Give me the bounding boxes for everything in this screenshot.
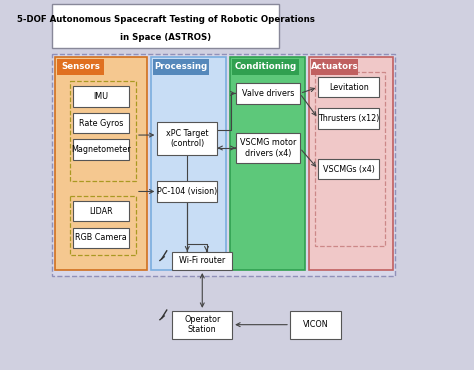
FancyBboxPatch shape bbox=[73, 86, 128, 107]
Text: Rate Gyros: Rate Gyros bbox=[79, 118, 123, 128]
FancyBboxPatch shape bbox=[290, 311, 341, 339]
FancyBboxPatch shape bbox=[173, 311, 232, 339]
Text: Thrusters (x12): Thrusters (x12) bbox=[318, 114, 380, 123]
Text: Processing: Processing bbox=[155, 63, 208, 71]
FancyBboxPatch shape bbox=[73, 113, 128, 133]
Text: IMU: IMU bbox=[93, 92, 109, 101]
FancyBboxPatch shape bbox=[309, 57, 392, 270]
FancyBboxPatch shape bbox=[73, 139, 128, 160]
FancyBboxPatch shape bbox=[157, 122, 217, 155]
FancyBboxPatch shape bbox=[73, 201, 128, 221]
Text: xPC Target
(control): xPC Target (control) bbox=[166, 129, 209, 148]
Text: Magnetometer: Magnetometer bbox=[71, 145, 131, 154]
FancyBboxPatch shape bbox=[151, 57, 226, 270]
FancyBboxPatch shape bbox=[318, 77, 379, 97]
Text: Wi-Fi router: Wi-Fi router bbox=[179, 256, 226, 265]
FancyBboxPatch shape bbox=[153, 59, 209, 75]
FancyBboxPatch shape bbox=[230, 57, 305, 270]
FancyBboxPatch shape bbox=[157, 181, 217, 202]
FancyBboxPatch shape bbox=[53, 4, 279, 48]
FancyBboxPatch shape bbox=[55, 57, 146, 270]
FancyBboxPatch shape bbox=[236, 133, 300, 163]
FancyBboxPatch shape bbox=[57, 59, 104, 75]
Text: in Space (ASTROS): in Space (ASTROS) bbox=[120, 33, 211, 42]
Text: VICON: VICON bbox=[303, 320, 328, 329]
Text: Levitation: Levitation bbox=[329, 83, 369, 92]
FancyBboxPatch shape bbox=[318, 159, 379, 179]
Text: Conditioning: Conditioning bbox=[234, 63, 296, 71]
FancyBboxPatch shape bbox=[311, 59, 358, 75]
Text: Valve drivers: Valve drivers bbox=[242, 89, 294, 98]
Text: 5-DOF Autonomous Spacecraft Testing of Robotic Operations: 5-DOF Autonomous Spacecraft Testing of R… bbox=[17, 15, 315, 24]
Text: LIDAR: LIDAR bbox=[89, 206, 113, 216]
FancyBboxPatch shape bbox=[318, 108, 379, 129]
Text: Sensors: Sensors bbox=[61, 63, 100, 71]
FancyBboxPatch shape bbox=[73, 228, 128, 248]
FancyBboxPatch shape bbox=[173, 252, 232, 270]
Text: PC-104 (vision): PC-104 (vision) bbox=[157, 187, 218, 196]
Text: VSCMGs (x4): VSCMGs (x4) bbox=[323, 165, 375, 174]
Text: VSCMG motor
drivers (x4): VSCMG motor drivers (x4) bbox=[239, 138, 296, 158]
Text: Operator
Station: Operator Station bbox=[184, 315, 220, 334]
Text: Actuators: Actuators bbox=[311, 63, 359, 71]
FancyBboxPatch shape bbox=[236, 83, 300, 104]
Text: RGB Camera: RGB Camera bbox=[75, 233, 127, 242]
FancyBboxPatch shape bbox=[232, 59, 299, 75]
FancyBboxPatch shape bbox=[53, 54, 395, 276]
